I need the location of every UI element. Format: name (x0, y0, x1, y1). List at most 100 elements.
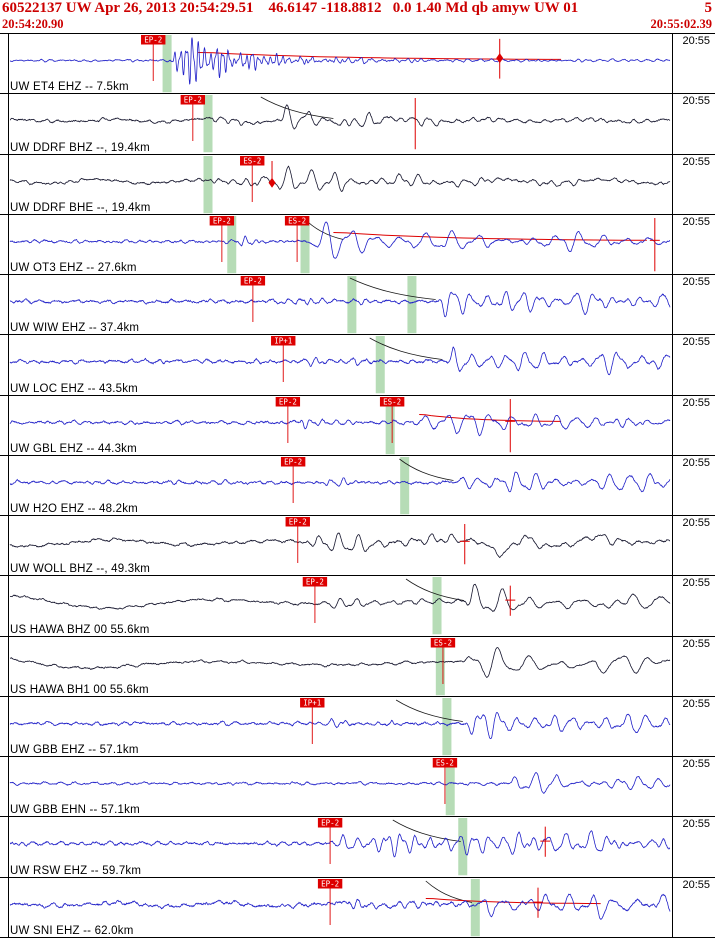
waveform-canvas[interactable]: EP-2 (0, 94, 715, 154)
pick-flag[interactable]: ES-2 (430, 637, 456, 648)
waveform-trace[interactable] (9, 532, 671, 559)
waveform-trace[interactable] (9, 471, 671, 493)
trace-row[interactable]: IP+1 UW LOC EHZ -- 43.5km 20:55 (0, 335, 715, 396)
pick-flag[interactable]: EP-2 (317, 818, 343, 828)
waveform-trace[interactable] (9, 584, 671, 613)
waveform-trace[interactable] (9, 646, 671, 678)
trace-row[interactable]: EP-2 UW WIW EHZ -- 37.4km 20:55 (0, 275, 715, 336)
waveform-canvas[interactable]: IP+1 (0, 697, 715, 757)
waveform-canvas[interactable]: EP-2 (0, 275, 715, 335)
theoretical-arrival-band (470, 878, 480, 936)
station-label: UW GBL EHZ -- 44.3km (10, 442, 137, 455)
pick-flag[interactable]: ES-2 (240, 155, 265, 166)
pick-flag-label: EP-2 (284, 457, 302, 466)
waveform-canvas[interactable]: EP-2 ES-2 (0, 396, 715, 456)
theoretical-arrival-band (442, 697, 452, 756)
waveform-trace[interactable] (9, 772, 671, 795)
pick-flag-label: IP+1 (303, 699, 321, 708)
theoretical-arrival-band (203, 155, 213, 213)
waveform-trace[interactable] (9, 221, 671, 259)
trace-row[interactable]: ES-2 UW DDRF BHE --, 19.4km 20:55 (0, 155, 715, 215)
pick-flag[interactable]: EP-2 (240, 276, 266, 286)
waveform-trace[interactable] (9, 830, 671, 858)
waveform-canvas[interactable]: EP-2 (0, 516, 715, 576)
row-time-label: 20:55 (682, 95, 710, 108)
trace-row[interactable]: ES-2 US HAWA BH1 00 55.6km 20:55 (0, 637, 715, 697)
theoretical-arrival-band (227, 215, 237, 274)
window-start-time: 20:54:20.90 (2, 17, 64, 31)
station-label: UW H2O EHZ -- 48.2km (10, 503, 138, 516)
trace-row[interactable]: EP-2 UW ET4 EHZ -- 7.5km 20:55 (0, 34, 715, 95)
station-label: UW LOC EHZ -- 43.5km (10, 382, 138, 395)
pick-flag[interactable]: ES-2 (284, 215, 310, 226)
theoretical-arrival-band (400, 456, 410, 515)
trace-row[interactable]: EP-2 US HAWA BHZ 00 55.6km 20:55 (0, 576, 715, 637)
trace-row[interactable]: ES-2 UW GBB EHN -- 57.1km 20:55 (0, 757, 715, 818)
event-header-line2: 20:54:20.90 20:55:02.39 (0, 17, 715, 32)
waveform-canvas[interactable]: ES-2 (0, 637, 715, 697)
trace-row[interactable]: EP-2 UW H2O EHZ -- 48.2km 20:55 (0, 456, 715, 517)
pick-flag[interactable]: EP-2 (280, 456, 306, 467)
coda-duration-line (198, 51, 562, 60)
trace-row[interactable]: EP-2 UW DDRF BHZ --, 19.4km 20:55 (0, 94, 715, 155)
association-curve (399, 458, 454, 481)
waveform-canvas[interactable]: EP-2 (0, 34, 715, 94)
waveform-canvas[interactable]: IP+1 (0, 335, 715, 395)
station-label: UW WOLL BHZ --, 49.3km (10, 563, 151, 576)
waveform-trace[interactable] (9, 712, 671, 740)
waveform-canvas[interactable]: EP-2 (0, 456, 715, 516)
trace-row[interactable]: EP-2 UW SNI EHZ -- 62.0km 20:55 (0, 878, 715, 938)
row-time-label: 20:55 (682, 336, 710, 349)
waveform-trace[interactable] (9, 165, 671, 192)
event-header-line1: 60522137 UW Apr 26, 2013 20:54:29.51 46.… (0, 0, 715, 17)
waveform-trace[interactable] (9, 104, 671, 130)
pick-flag[interactable]: EP-2 (209, 215, 235, 226)
row-time-label: 20:55 (682, 456, 710, 469)
waveform-trace[interactable] (9, 346, 671, 376)
event-count: 5 (704, 0, 713, 16)
waveform-trace[interactable] (9, 37, 671, 85)
waveform-canvas[interactable]: EP-2 (0, 817, 715, 877)
pick-flag[interactable]: EP-2 (180, 95, 206, 105)
event-summary: 60522137 UW Apr 26, 2013 20:54:29.51 46.… (2, 0, 579, 16)
waveform-canvas[interactable]: EP-2 (0, 576, 715, 636)
coda-duration-line (333, 231, 647, 241)
coda-duration-line (419, 413, 562, 422)
pick-flag[interactable]: IP+1 (271, 336, 296, 346)
waveform-canvas[interactable]: ES-2 (0, 757, 715, 817)
pick-flag-label: ES-2 (383, 397, 401, 406)
station-label: UW RSW EHZ -- 59.7km (10, 864, 142, 877)
pick-flag[interactable]: EP-2 (141, 34, 166, 45)
pick-flag-label: EP-2 (213, 216, 231, 225)
waveform-canvas[interactable]: EP-2 (0, 878, 715, 938)
waveform-trace[interactable] (9, 291, 671, 318)
pick-flag[interactable]: EP-2 (302, 577, 328, 587)
station-label: UW GBB EHZ -- 57.1km (10, 744, 139, 757)
pick-flag[interactable]: EP-2 (275, 396, 301, 407)
association-curve (369, 337, 443, 361)
waveform-canvas[interactable]: ES-2 (0, 155, 715, 215)
association-curve (392, 820, 461, 843)
theoretical-arrival-band (385, 396, 395, 454)
pick-flag[interactable]: ES-2 (432, 758, 458, 768)
trace-row[interactable]: EP-2 ES-2 UW OT3 EHZ -- 27.6km 20:55 (0, 215, 715, 276)
waveform-trace[interactable] (9, 893, 671, 920)
trace-row[interactable]: EP-2 UW RSW EHZ -- 59.7km 20:55 (0, 817, 715, 878)
row-time-label: 20:55 (682, 35, 710, 47)
waveform-canvas[interactable]: EP-2 ES-2 (0, 215, 715, 275)
waveform-trace[interactable] (9, 413, 671, 436)
pick-flag[interactable]: IP+1 (300, 697, 325, 708)
trace-row[interactable]: EP-2 ES-2 UW GBL EHZ -- 44.3km 20:55 (0, 396, 715, 456)
row-time-label: 20:55 (682, 396, 710, 409)
pick-flag[interactable]: EP-2 (317, 878, 343, 889)
row-time-label: 20:55 (682, 637, 710, 650)
theoretical-arrival-band (445, 758, 455, 816)
pick-flag[interactable]: ES-2 (379, 396, 405, 407)
trace-row[interactable]: EP-2 UW WOLL BHZ --, 49.3km 20:55 (0, 516, 715, 577)
trace-row[interactable]: IP+1 UW GBB EHZ -- 57.1km 20:55 (0, 697, 715, 758)
station-label: UW OT3 EHZ -- 27.6km (10, 262, 137, 275)
station-label: US HAWA BH1 00 55.6km (10, 683, 149, 696)
pick-flag[interactable]: EP-2 (285, 517, 310, 527)
association-curve (425, 880, 473, 903)
